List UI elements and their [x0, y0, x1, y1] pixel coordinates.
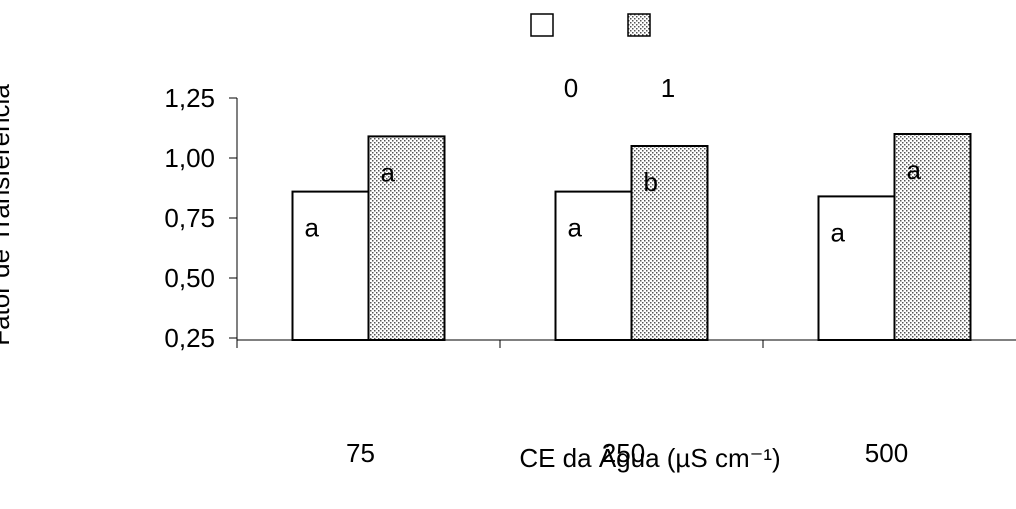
bar-letter: a: [305, 213, 320, 243]
x-tick-label: 250: [602, 438, 645, 468]
legend-label: 1: [661, 73, 675, 103]
y-tick-label: 0,50: [164, 263, 215, 293]
y-tick-label: 1,25: [164, 83, 215, 113]
bar-letter: a: [831, 217, 846, 247]
bar: [630, 145, 709, 341]
x-tick-label: 75: [346, 438, 375, 468]
y-tick-label: 0,25: [164, 323, 215, 353]
x-tick-label: 500: [865, 438, 908, 468]
legend-label: 0: [564, 73, 578, 103]
bar-letter: a: [907, 155, 922, 185]
legend-swatch: [627, 13, 651, 37]
bar: [367, 135, 446, 341]
y-axis-title: Fator de Transferência: [0, 84, 15, 346]
bar-letter: a: [381, 157, 396, 187]
bar-letter: b: [644, 167, 658, 197]
bar: [893, 133, 972, 341]
y-tick-label: 0,75: [164, 203, 215, 233]
bar: [817, 195, 896, 341]
bar: [291, 190, 370, 341]
x-axis-title: CE da Água (µS cm⁻¹): [519, 443, 781, 473]
bar-letter: a: [568, 213, 583, 243]
y-tick-label: 1,00: [164, 143, 215, 173]
legend-swatch: [530, 13, 554, 37]
bar: [554, 190, 633, 341]
